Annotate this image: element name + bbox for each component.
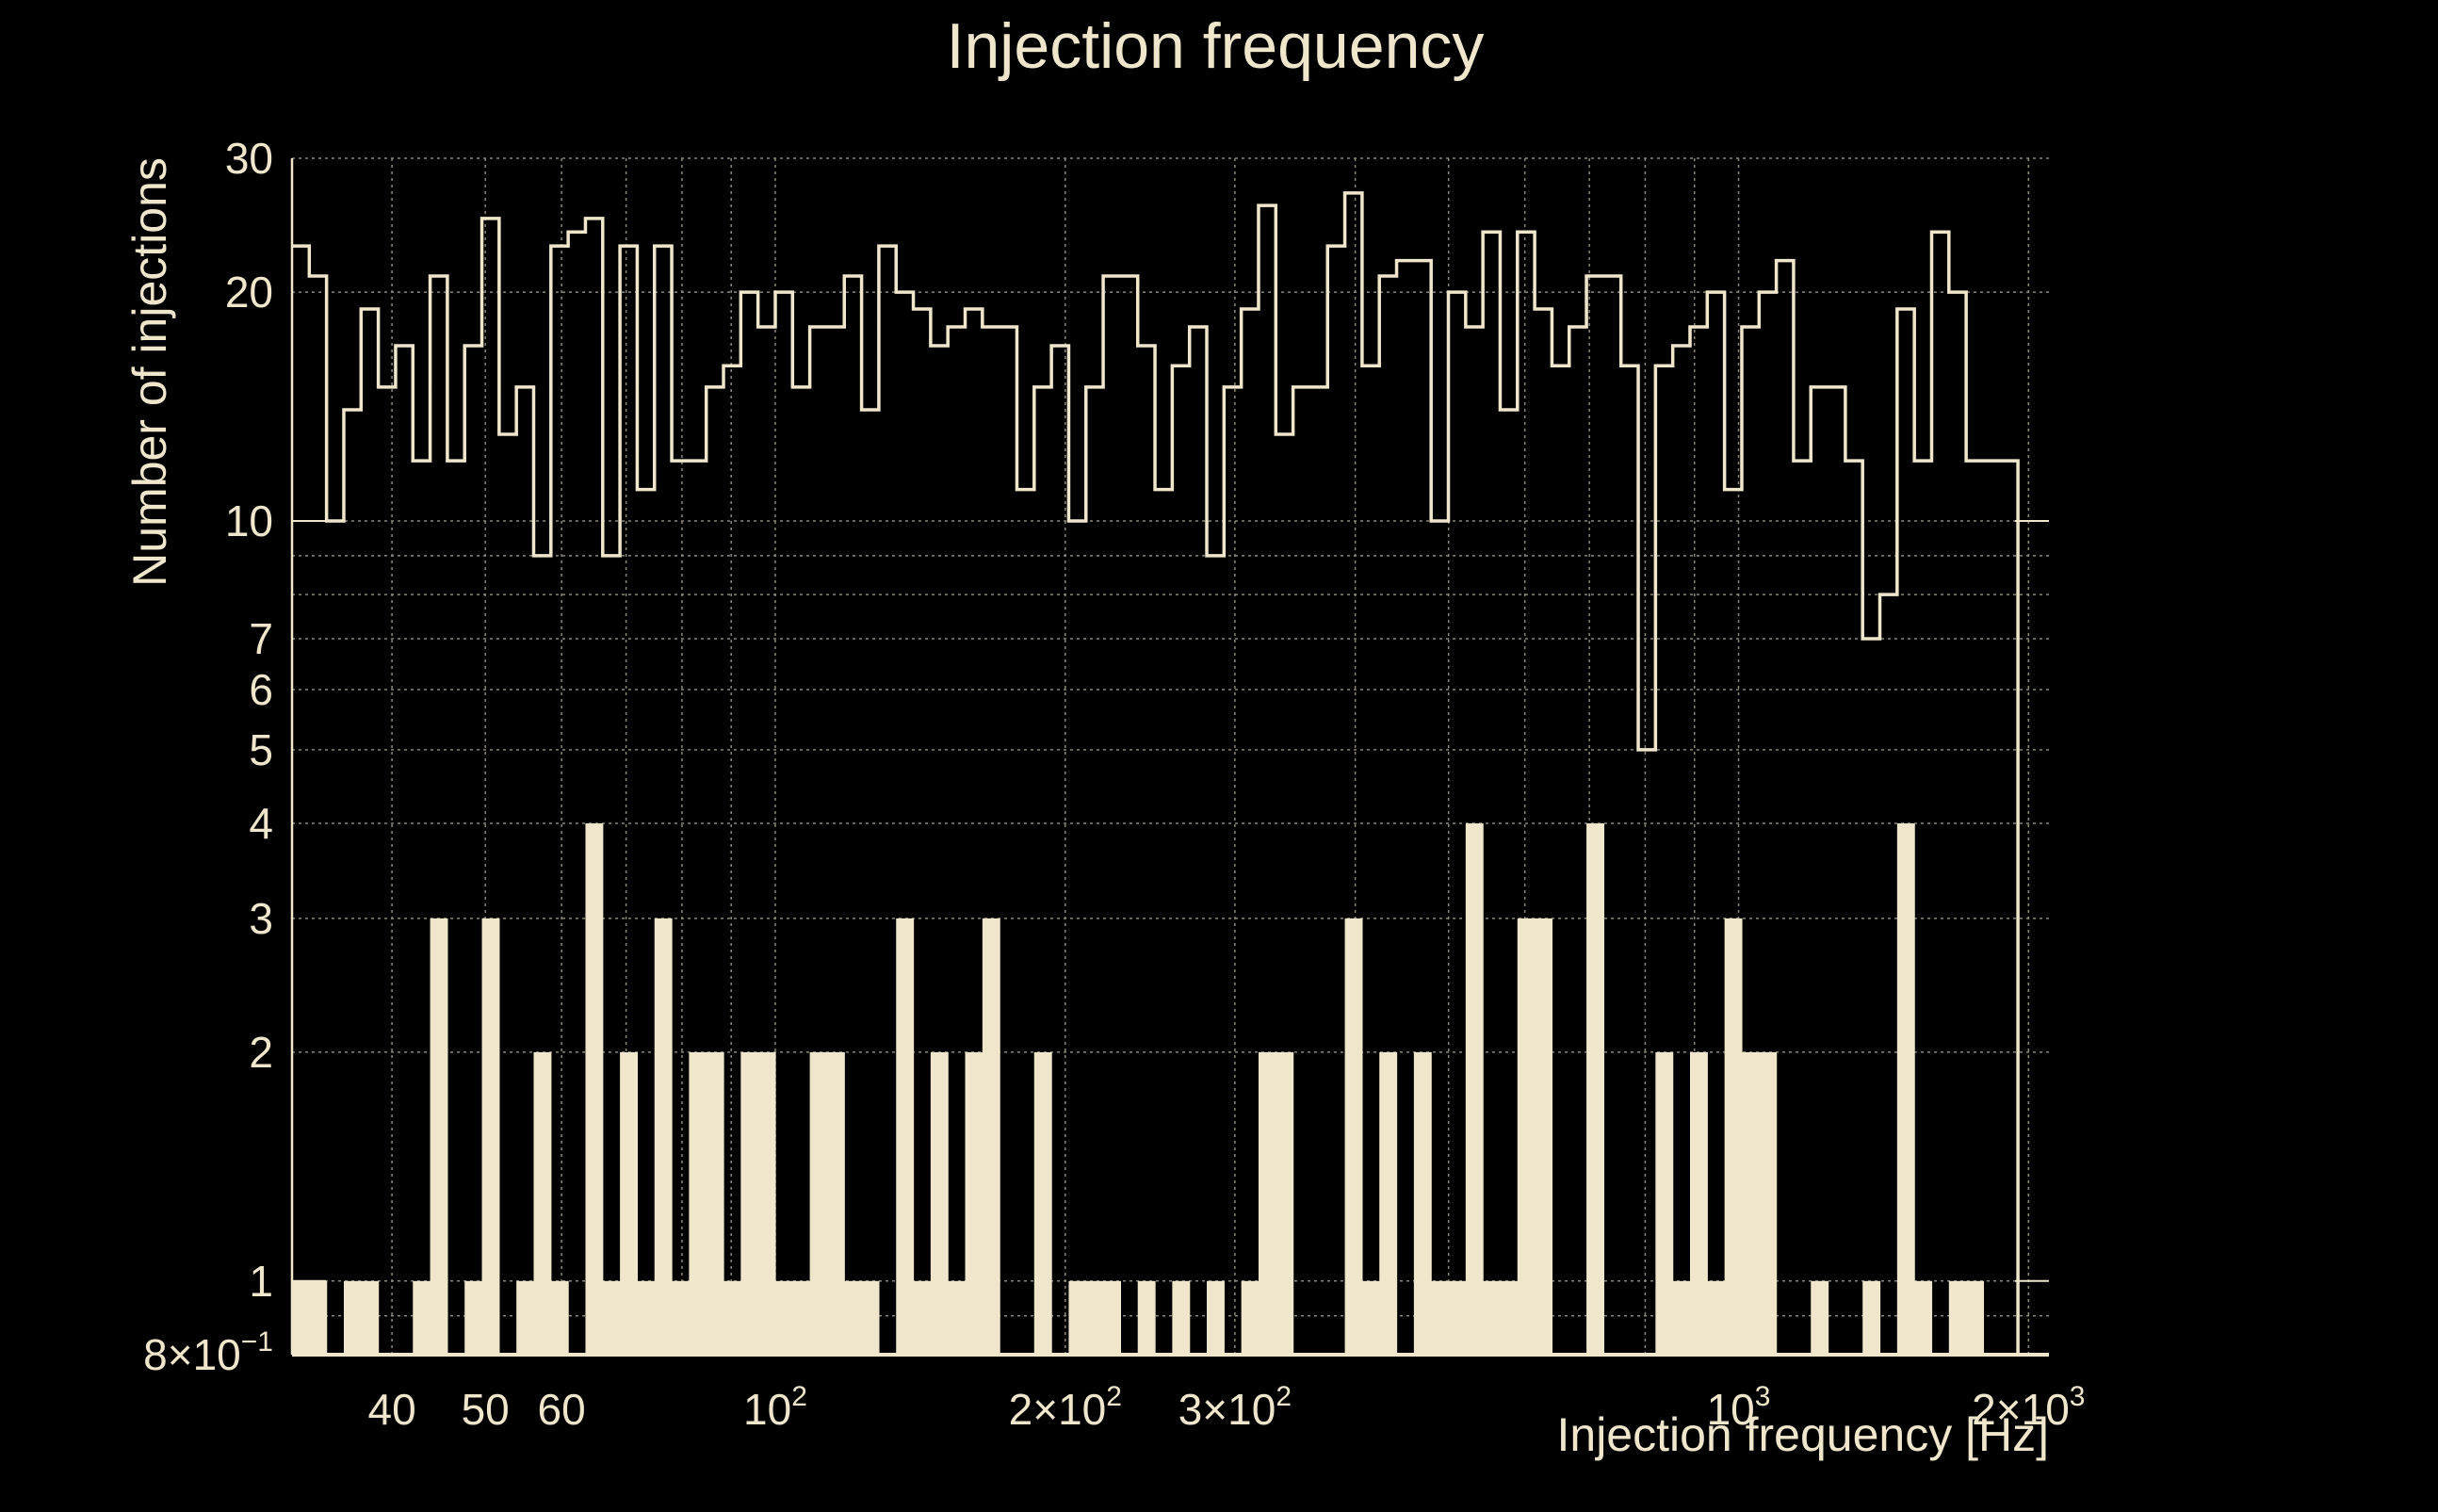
filled-bar <box>620 1051 639 1355</box>
x-tick-label: 3×102 <box>1178 1381 1292 1434</box>
filled-bar <box>740 1051 759 1355</box>
filled-bar <box>1379 1051 1398 1355</box>
step-series-line <box>292 191 2020 1355</box>
x-axis-label: Injection frequency [Hz] <box>1557 1408 2050 1461</box>
filled-bar <box>1258 1051 1276 1355</box>
filled-bar <box>654 918 673 1355</box>
filled-bar <box>774 1280 793 1355</box>
filled-bar <box>1483 1280 1502 1355</box>
filled-bar <box>1207 1280 1225 1355</box>
filled-bar <box>948 1280 967 1355</box>
filled-bar <box>861 1280 880 1355</box>
y-tick-label: 5 <box>249 725 273 774</box>
filled-bar <box>602 1280 621 1355</box>
y-tick-labels: 8×10−1 1 2 3 4 5 67 10 20 30 <box>143 134 273 1379</box>
filled-bar <box>637 1280 656 1355</box>
x-tick-label: 2×102 <box>1009 1381 1122 1434</box>
filled-bar <box>1586 823 1604 1355</box>
y-tick-label: 30 <box>225 134 273 183</box>
filled-bar <box>516 1280 535 1355</box>
filled-bar <box>1448 1280 1467 1355</box>
filled-bar <box>292 1280 310 1355</box>
y-axis-label: Number of injections <box>123 157 176 587</box>
filled-bar <box>1413 1051 1432 1355</box>
filled-bar <box>481 918 500 1355</box>
filled-bar <box>550 1280 569 1355</box>
filled-bar <box>757 1051 776 1355</box>
filled-bar <box>1085 1280 1104 1355</box>
filled-bar <box>1172 1280 1191 1355</box>
y-tick-label: 2 <box>249 1028 273 1077</box>
filled-bar <box>896 918 915 1355</box>
y-tick-label: 6 <box>249 665 273 714</box>
filled-bar <box>1276 1051 1294 1355</box>
filled-bar <box>965 1051 983 1355</box>
filled-bar <box>1655 1051 1674 1355</box>
filled-bar <box>1033 1051 1052 1355</box>
filled-histogram <box>292 823 1985 1355</box>
filled-bar <box>1896 823 1915 1355</box>
filled-bar <box>1966 1280 1985 1355</box>
filled-bar <box>672 1280 690 1355</box>
filled-bar <box>1517 918 1536 1355</box>
filled-bar <box>930 1051 949 1355</box>
filled-bar <box>1241 1280 1260 1355</box>
x-tick-label: 60 <box>538 1385 586 1434</box>
x-tick-label: 50 <box>462 1385 510 1434</box>
y-tick-label: 3 <box>249 894 273 943</box>
filled-bar <box>361 1280 380 1355</box>
filled-bar <box>1914 1280 1933 1355</box>
y-tick-label: 8×10−1 <box>143 1326 273 1379</box>
filled-bar <box>1068 1280 1087 1355</box>
y-tick-label: 10 <box>225 496 273 545</box>
filled-bar <box>1500 1280 1519 1355</box>
axes <box>290 158 2049 1357</box>
filled-bar <box>1361 1280 1380 1355</box>
filled-bar <box>792 1280 811 1355</box>
filled-bar <box>430 918 448 1355</box>
filled-bar <box>913 1280 932 1355</box>
filled-bar <box>1137 1280 1156 1355</box>
filled-bar <box>533 1051 552 1355</box>
filled-bar <box>1707 1280 1726 1355</box>
filled-bar <box>309 1280 328 1355</box>
filled-bar <box>689 1051 707 1355</box>
x-tick-label: 40 <box>368 1385 416 1434</box>
chart-title: Injection frequency <box>947 10 1485 82</box>
filled-bar <box>1759 1051 1778 1355</box>
y-tick-label: 4 <box>249 799 273 848</box>
filled-bar <box>464 1280 483 1355</box>
y-tick-label: 1 <box>249 1257 273 1306</box>
filled-bar <box>706 1051 724 1355</box>
filled-bar <box>1724 918 1743 1355</box>
y-tick-label: 20 <box>225 268 273 317</box>
filled-bar <box>1535 918 1553 1355</box>
filled-bar <box>1811 1280 1829 1355</box>
filled-bar <box>1672 1280 1691 1355</box>
filled-bar <box>1431 1280 1450 1355</box>
filled-bar <box>585 823 604 1355</box>
filled-bar <box>1948 1280 1967 1355</box>
filled-bar <box>1344 918 1363 1355</box>
filled-bar <box>1689 1051 1708 1355</box>
filled-bar <box>1465 823 1484 1355</box>
y-tick-label: 7 <box>249 614 273 663</box>
filled-bar <box>1862 1280 1881 1355</box>
filled-bar <box>1741 1051 1760 1355</box>
filled-bar <box>343 1280 362 1355</box>
step-outline-histogram <box>292 191 2020 1355</box>
filled-bar <box>723 1280 741 1355</box>
filled-bar <box>982 918 1000 1355</box>
filled-bar <box>809 1051 828 1355</box>
filled-bar <box>844 1280 863 1355</box>
filled-bar <box>1103 1280 1122 1355</box>
filled-bar <box>826 1051 845 1355</box>
x-tick-label: 2×103 <box>1972 1381 2085 1434</box>
filled-bar <box>413 1280 431 1355</box>
